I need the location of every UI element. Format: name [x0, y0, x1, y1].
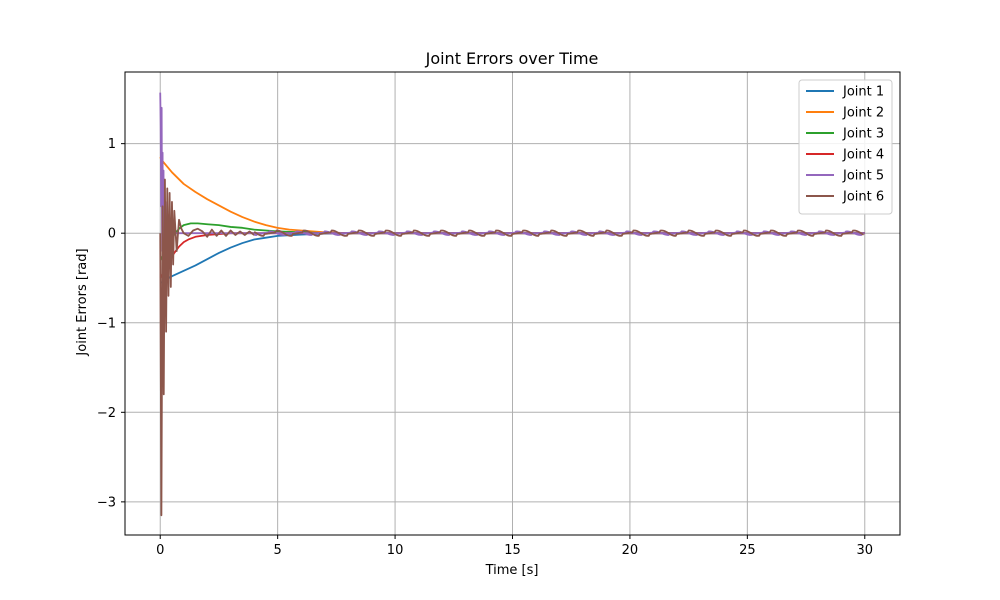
series-ripple-joint-6 — [253, 229, 865, 237]
x-tick-label: 15 — [504, 543, 521, 558]
legend-box — [798, 79, 893, 215]
legend: Joint 1 Joint 2 Joint 3 Joint 4 Joint 5 Joint… — [798, 79, 893, 215]
y-axis-label: Joint Errors [rad] — [75, 248, 90, 356]
y-tick-label: −3 — [97, 495, 116, 510]
y-tick-label: 0 — [108, 227, 116, 242]
x-tick-label: 5 — [274, 543, 282, 558]
y-axis-ticks: 1 0 −1 −2 −3 — [97, 137, 125, 510]
x-tick-label: 25 — [739, 543, 756, 558]
legend-label-joint-6: Joint 6 — [842, 190, 884, 205]
y-tick-label: −1 — [97, 316, 116, 331]
x-tick-label: 20 — [622, 543, 639, 558]
chart-title: Joint Errors over Time — [425, 49, 599, 68]
x-tick-label: 30 — [856, 543, 873, 558]
y-tick-label: −2 — [97, 406, 116, 421]
legend-label-joint-1: Joint 1 — [842, 85, 884, 100]
x-axis-label: Time [s] — [485, 563, 539, 578]
legend-label-joint-3: Joint 3 — [842, 127, 884, 142]
series-line-joint-6 — [159, 178, 255, 517]
legend-label-joint-4: Joint 4 — [842, 148, 884, 163]
series-lines — [159, 92, 865, 517]
x-axis-ticks: 0 5 10 15 20 25 30 — [156, 535, 873, 558]
legend-label-joint-2: Joint 2 — [842, 106, 884, 121]
y-tick-label: 1 — [108, 137, 116, 152]
legend-label-joint-5: Joint 5 — [842, 169, 884, 184]
x-tick-label: 10 — [387, 543, 404, 558]
x-tick-label: 0 — [156, 543, 164, 558]
